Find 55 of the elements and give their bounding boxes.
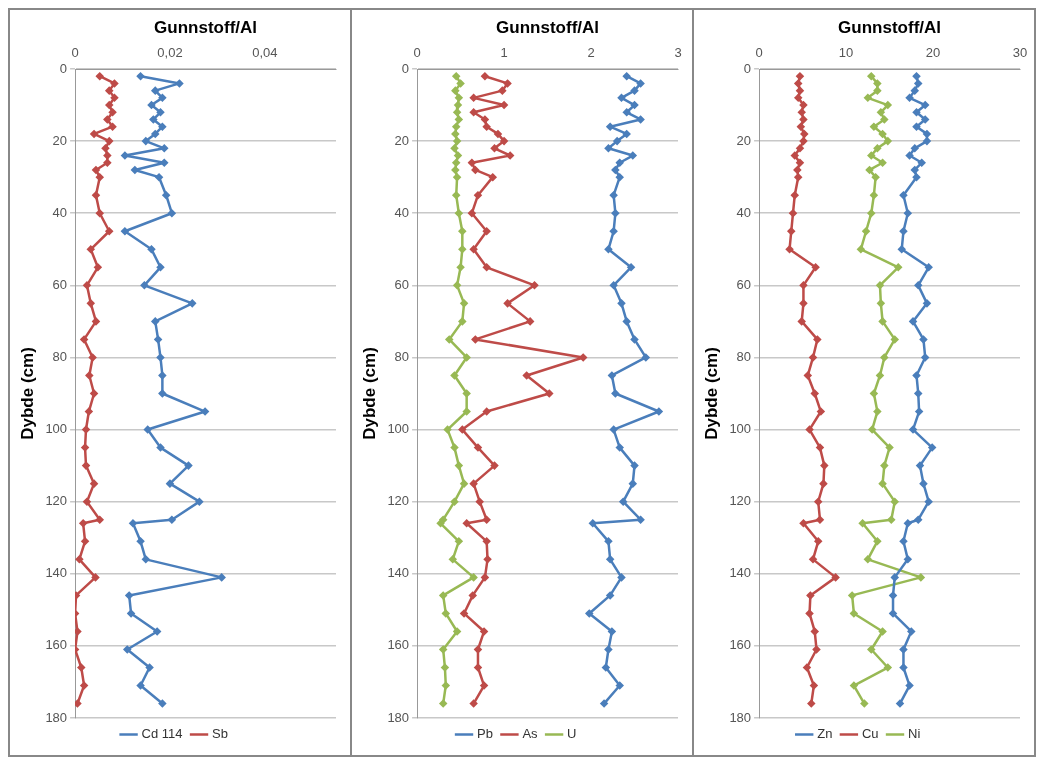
y-tick-label: 0 bbox=[401, 60, 410, 76]
y-tick-label: 80 bbox=[394, 349, 410, 365]
y-tick-label: 100 bbox=[45, 421, 68, 437]
y-axis-title: Dybde (cm) bbox=[359, 347, 379, 440]
y-tick-label: 140 bbox=[387, 565, 410, 581]
y-tick-label: 0 bbox=[59, 60, 68, 76]
x-axis-title: Gunnstoff/Al bbox=[496, 17, 600, 37]
y-tick-label: 160 bbox=[45, 637, 68, 653]
y-tick-label: 140 bbox=[45, 565, 68, 581]
legend-label: Cd 114 bbox=[141, 726, 183, 742]
y-tick-label: 180 bbox=[387, 709, 410, 725]
y-tick-label: 20 bbox=[394, 132, 410, 148]
x-tick-label: 3 bbox=[674, 44, 682, 60]
legend-label: Ni bbox=[908, 726, 921, 742]
legend-label: U bbox=[567, 726, 577, 742]
x-tick-label: 10 bbox=[838, 44, 854, 60]
x-axis-title: Gunnstoff/Al bbox=[838, 17, 942, 37]
y-tick-label: 80 bbox=[736, 349, 752, 365]
y-tick-label: 180 bbox=[729, 709, 752, 725]
y-axis-title: Dybde (cm) bbox=[17, 347, 37, 440]
y-tick-label: 20 bbox=[736, 132, 752, 148]
x-tick-label: 0,04 bbox=[252, 44, 278, 60]
y-tick-label: 100 bbox=[387, 421, 410, 437]
legend-label: Cu bbox=[861, 726, 879, 742]
y-tick-label: 160 bbox=[387, 637, 410, 653]
y-tick-label: 60 bbox=[52, 276, 68, 292]
y-tick-label: 100 bbox=[729, 421, 752, 437]
y-tick-label: 180 bbox=[45, 709, 68, 725]
x-tick-label: 0,02 bbox=[157, 44, 183, 60]
y-tick-label: 120 bbox=[45, 493, 68, 509]
y-tick-label: 40 bbox=[52, 204, 68, 220]
y-tick-label: 40 bbox=[736, 204, 752, 220]
y-tick-label: 80 bbox=[52, 349, 68, 365]
y-tick-label: 40 bbox=[394, 204, 410, 220]
x-tick-label: 2 bbox=[587, 44, 595, 60]
y-tick-label: 120 bbox=[387, 493, 410, 509]
x-tick-label: 20 bbox=[925, 44, 941, 60]
x-tick-label: 30 bbox=[1012, 44, 1028, 60]
legend-label: Sb bbox=[212, 726, 228, 742]
x-tick-label: 0 bbox=[755, 44, 763, 60]
legend-label: As bbox=[522, 726, 539, 742]
y-tick-label: 140 bbox=[729, 565, 752, 581]
x-tick-label: 0 bbox=[71, 44, 79, 60]
x-tick-label: 1 bbox=[500, 44, 508, 60]
x-axis-title: Gunnstoff/Al bbox=[154, 17, 258, 37]
y-tick-label: 160 bbox=[729, 637, 752, 653]
y-tick-label: 120 bbox=[729, 493, 752, 509]
legend-label: Pb bbox=[477, 726, 493, 742]
y-tick-label: 0 bbox=[743, 60, 752, 76]
y-axis-title: Dybde (cm) bbox=[701, 347, 721, 440]
y-tick-label: 20 bbox=[52, 132, 68, 148]
y-tick-label: 60 bbox=[736, 276, 752, 292]
y-tick-label: 60 bbox=[394, 276, 410, 292]
x-tick-label: 0 bbox=[413, 44, 421, 60]
legend-label: Zn bbox=[817, 726, 833, 742]
